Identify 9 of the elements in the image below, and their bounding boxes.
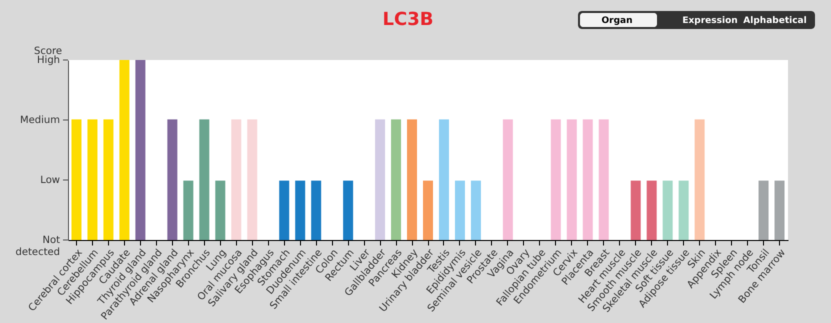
text: Organ: [601, 16, 633, 26]
text: Alphabetical: [743, 16, 807, 26]
y-axis-title: Score: [34, 46, 62, 57]
chart-title: LC3B: [382, 9, 434, 30]
text: Low: [40, 175, 60, 186]
text: High: [37, 55, 60, 66]
text: Expression: [682, 16, 738, 26]
text: Medium: [20, 115, 60, 126]
text: Not detected: [16, 235, 60, 258]
